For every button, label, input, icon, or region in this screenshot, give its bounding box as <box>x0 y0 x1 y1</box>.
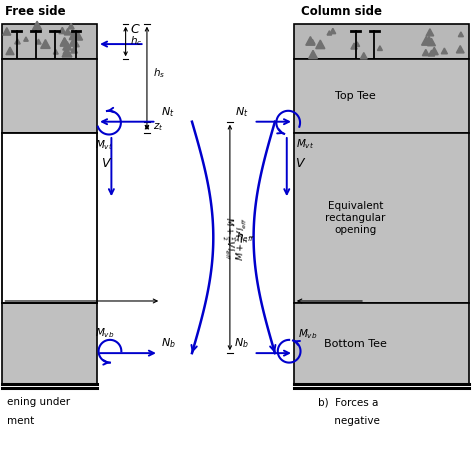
Bar <box>2 24 97 59</box>
Polygon shape <box>70 29 75 34</box>
Polygon shape <box>54 50 58 54</box>
Polygon shape <box>458 32 464 36</box>
Polygon shape <box>32 21 42 30</box>
Polygon shape <box>377 46 383 50</box>
Polygon shape <box>36 39 41 44</box>
Text: $V$: $V$ <box>101 157 112 170</box>
Text: $N_b$: $N_b$ <box>234 337 249 350</box>
Polygon shape <box>15 39 20 44</box>
Polygon shape <box>69 38 78 46</box>
Polygon shape <box>306 36 315 45</box>
Polygon shape <box>60 38 69 46</box>
Polygon shape <box>68 23 74 29</box>
Polygon shape <box>428 38 436 46</box>
Polygon shape <box>73 41 79 47</box>
Polygon shape <box>330 28 336 34</box>
Text: $z_t$: $z_t$ <box>153 121 163 133</box>
Polygon shape <box>3 27 11 35</box>
Polygon shape <box>422 49 429 55</box>
Text: $V$: $V$ <box>295 157 306 170</box>
Polygon shape <box>69 33 76 40</box>
Text: Top Tee: Top Tee <box>335 91 376 101</box>
Text: $h_c$: $h_c$ <box>130 35 143 48</box>
Bar <box>294 59 469 133</box>
Bar <box>303 59 370 66</box>
Text: negative: negative <box>318 416 380 426</box>
Bar <box>294 133 469 303</box>
Bar <box>294 24 469 59</box>
Polygon shape <box>59 27 66 34</box>
Bar <box>2 303 97 384</box>
Bar <box>331 66 342 89</box>
Polygon shape <box>62 48 72 57</box>
Text: $M_{vb}$: $M_{vb}$ <box>298 327 317 341</box>
Text: $h_{eff}$: $h_{eff}$ <box>236 230 255 244</box>
Polygon shape <box>360 53 367 59</box>
Polygon shape <box>430 47 438 55</box>
Polygon shape <box>441 48 447 54</box>
Polygon shape <box>426 29 434 36</box>
Text: $h_s$: $h_s$ <box>153 66 165 81</box>
Bar <box>17 59 83 66</box>
Polygon shape <box>61 38 68 45</box>
Text: $M_{vb}$: $M_{vb}$ <box>95 326 114 340</box>
Text: Equivalent
rectangular
opening: Equivalent rectangular opening <box>325 201 386 235</box>
Bar <box>17 89 83 95</box>
Text: ment: ment <box>7 416 34 426</box>
Polygon shape <box>63 49 68 54</box>
Polygon shape <box>41 39 50 48</box>
Polygon shape <box>351 43 357 49</box>
Bar <box>294 303 469 384</box>
Text: $M+\frac{1}{2}Vl_{eff}$: $M+\frac{1}{2}Vl_{eff}$ <box>234 217 252 261</box>
Polygon shape <box>63 42 72 50</box>
Bar <box>2 133 97 303</box>
Bar <box>2 59 97 133</box>
Polygon shape <box>421 36 431 45</box>
Text: ening under: ening under <box>7 397 70 407</box>
Bar <box>303 89 370 95</box>
Bar <box>45 66 55 89</box>
Text: $N_b$: $N_b$ <box>161 337 176 350</box>
Polygon shape <box>64 28 71 35</box>
Polygon shape <box>428 50 435 56</box>
Text: b)  Forces a: b) Forces a <box>318 397 378 407</box>
Text: Free side: Free side <box>5 5 65 18</box>
Polygon shape <box>74 32 82 40</box>
Text: $M+\frac{1}{2}Vl_{eff}$: $M+\frac{1}{2}Vl_{eff}$ <box>219 217 237 261</box>
Polygon shape <box>456 46 464 53</box>
Polygon shape <box>316 40 325 49</box>
Polygon shape <box>6 47 14 55</box>
Text: Column side: Column side <box>301 5 382 18</box>
Text: Bottom Tee: Bottom Tee <box>324 338 387 349</box>
Polygon shape <box>310 39 315 44</box>
Polygon shape <box>309 50 318 59</box>
Text: $M_{vt}$: $M_{vt}$ <box>95 138 113 152</box>
Text: $M_{vt}$: $M_{vt}$ <box>296 137 315 151</box>
Text: $C$: $C$ <box>130 23 140 36</box>
Polygon shape <box>24 37 28 41</box>
Polygon shape <box>327 31 332 35</box>
Text: $N_t$: $N_t$ <box>161 105 175 119</box>
Polygon shape <box>355 42 360 46</box>
Polygon shape <box>71 46 77 53</box>
Text: $N_t$: $N_t$ <box>235 105 248 119</box>
Polygon shape <box>426 36 432 42</box>
